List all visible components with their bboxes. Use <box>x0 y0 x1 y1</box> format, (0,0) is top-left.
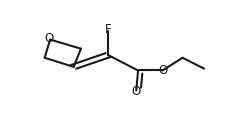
Text: F: F <box>105 23 111 36</box>
Text: O: O <box>132 85 141 98</box>
Text: O: O <box>44 32 54 45</box>
Text: O: O <box>158 63 167 77</box>
